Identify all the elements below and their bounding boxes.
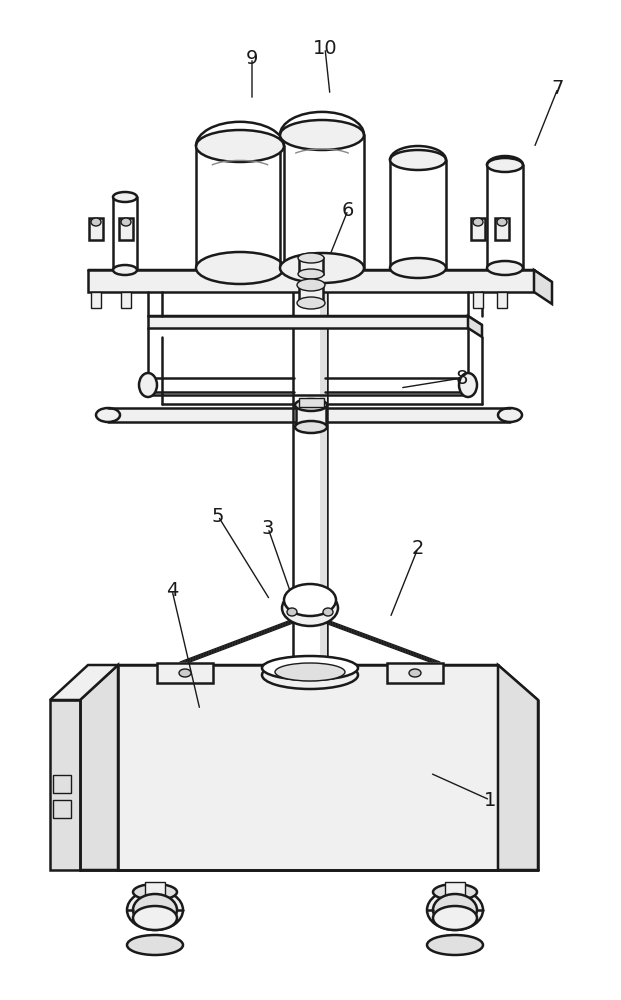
- Ellipse shape: [284, 584, 336, 616]
- Polygon shape: [80, 665, 538, 700]
- Text: 1: 1: [484, 790, 496, 810]
- Bar: [320, 270, 327, 660]
- Polygon shape: [534, 270, 552, 304]
- Ellipse shape: [487, 158, 523, 172]
- Polygon shape: [88, 270, 552, 282]
- Bar: [91, 292, 101, 308]
- Ellipse shape: [127, 935, 183, 955]
- Bar: [157, 663, 213, 683]
- Ellipse shape: [262, 656, 358, 680]
- Polygon shape: [80, 665, 118, 870]
- Ellipse shape: [295, 399, 327, 411]
- Ellipse shape: [262, 661, 358, 689]
- Ellipse shape: [459, 373, 477, 397]
- Polygon shape: [498, 665, 538, 870]
- Bar: [299, 258, 323, 274]
- Bar: [299, 398, 324, 407]
- Polygon shape: [148, 316, 468, 328]
- Polygon shape: [196, 146, 284, 268]
- Bar: [495, 218, 509, 240]
- Ellipse shape: [473, 218, 483, 226]
- Bar: [296, 405, 326, 427]
- Bar: [497, 292, 507, 308]
- Ellipse shape: [298, 269, 324, 279]
- Ellipse shape: [280, 253, 364, 283]
- Text: 9: 9: [246, 48, 258, 68]
- Ellipse shape: [427, 890, 483, 930]
- Bar: [108, 408, 510, 422]
- Ellipse shape: [323, 608, 333, 616]
- Bar: [108, 408, 120, 422]
- Bar: [53, 775, 71, 793]
- Ellipse shape: [179, 669, 191, 677]
- Bar: [471, 218, 485, 240]
- Ellipse shape: [133, 894, 177, 926]
- Ellipse shape: [427, 935, 483, 955]
- Ellipse shape: [196, 252, 284, 284]
- Polygon shape: [148, 316, 482, 325]
- Ellipse shape: [297, 297, 325, 309]
- Ellipse shape: [196, 130, 284, 162]
- Text: 10: 10: [313, 38, 337, 57]
- Text: 8: 8: [456, 368, 468, 387]
- Ellipse shape: [282, 590, 338, 626]
- Ellipse shape: [113, 192, 137, 202]
- Text: 2: 2: [412, 538, 424, 558]
- Text: 4: 4: [166, 580, 178, 599]
- Ellipse shape: [113, 265, 137, 275]
- Bar: [121, 292, 131, 308]
- Bar: [145, 882, 165, 900]
- Polygon shape: [280, 135, 364, 268]
- Polygon shape: [118, 665, 498, 870]
- Ellipse shape: [390, 258, 446, 278]
- Ellipse shape: [497, 218, 507, 226]
- Polygon shape: [50, 700, 80, 870]
- Ellipse shape: [127, 890, 183, 930]
- Ellipse shape: [487, 261, 523, 275]
- Ellipse shape: [409, 669, 421, 677]
- Bar: [473, 292, 483, 308]
- Polygon shape: [487, 165, 523, 268]
- Ellipse shape: [433, 894, 477, 926]
- Ellipse shape: [133, 884, 177, 900]
- Bar: [119, 218, 133, 240]
- Ellipse shape: [498, 408, 522, 422]
- Text: 3: 3: [262, 518, 274, 538]
- Ellipse shape: [298, 253, 324, 263]
- Bar: [299, 285, 323, 303]
- Ellipse shape: [133, 906, 177, 930]
- Bar: [445, 882, 465, 900]
- Text: 5: 5: [212, 506, 224, 526]
- Ellipse shape: [390, 150, 446, 170]
- Ellipse shape: [96, 408, 120, 422]
- Polygon shape: [50, 665, 118, 700]
- Ellipse shape: [297, 279, 325, 291]
- Bar: [89, 218, 103, 240]
- Ellipse shape: [275, 663, 345, 681]
- Ellipse shape: [121, 218, 131, 226]
- Ellipse shape: [287, 608, 297, 616]
- Polygon shape: [88, 270, 534, 292]
- Text: 6: 6: [342, 200, 354, 220]
- Polygon shape: [468, 316, 482, 337]
- Ellipse shape: [139, 373, 157, 397]
- Bar: [53, 800, 71, 818]
- Bar: [293, 270, 327, 660]
- Bar: [387, 663, 443, 683]
- Polygon shape: [390, 160, 446, 268]
- Ellipse shape: [433, 884, 477, 900]
- Text: 7: 7: [552, 79, 564, 98]
- Ellipse shape: [280, 120, 364, 150]
- Ellipse shape: [91, 218, 101, 226]
- Ellipse shape: [433, 906, 477, 930]
- Ellipse shape: [295, 421, 327, 433]
